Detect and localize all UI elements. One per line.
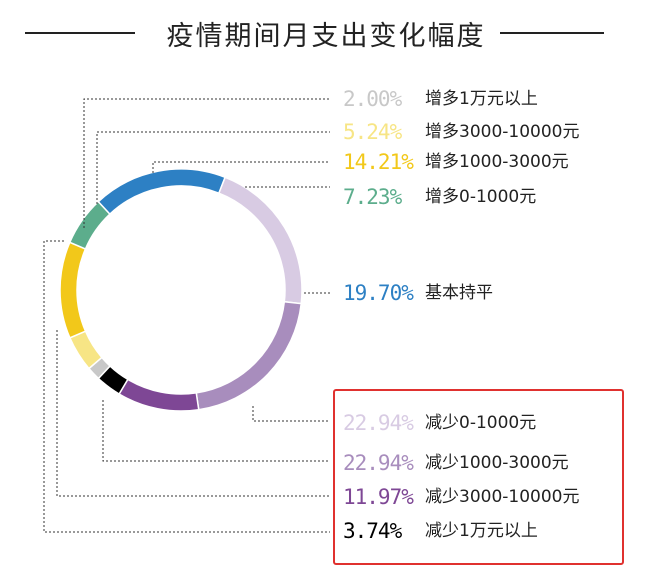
leader-line-6 [102, 400, 330, 462]
chart-title: 疫情期间月支出变化幅度 [0, 10, 652, 52]
chart-title-text: 疫情期间月支出变化幅度 [166, 21, 486, 52]
decrease-highlight-box [333, 389, 624, 565]
slice-value-label-8: 3.74% [343, 519, 402, 543]
slice-value-label-7: 11.97% [343, 485, 414, 509]
slice-value-label-3: 7.23% [343, 185, 402, 209]
slice-category-label-2: 增多1000-3000元 [425, 152, 569, 172]
title-rule-left [25, 32, 135, 34]
leader-line-0 [83, 98, 330, 228]
leader-line-5 [252, 406, 330, 422]
slice-category-label-8: 减少1万元以上 [425, 521, 538, 541]
donut-slice-7 [118, 378, 200, 412]
slice-category-label-3: 增多0-1000元 [425, 187, 537, 207]
donut-slice-6 [195, 300, 303, 411]
slice-category-label-1: 增多3000-10000元 [425, 122, 580, 142]
slice-category-label-0: 增多1万元以上 [425, 89, 538, 109]
slice-value-label-4: 19.70% [343, 281, 414, 305]
slice-category-label-6: 减少1000-3000元 [425, 453, 569, 473]
donut-slice-3 [68, 200, 111, 250]
leader-line-2 [152, 161, 330, 173]
leader-line-1 [96, 131, 330, 204]
slice-value-label-6: 22.94% [343, 451, 414, 475]
donut-slice-8 [97, 365, 129, 396]
slice-value-label-5: 22.94% [343, 411, 414, 435]
title-rule-right [500, 32, 604, 34]
slice-value-label-0: 2.00% [343, 87, 402, 111]
leader-line-7 [56, 330, 330, 497]
slice-value-label-2: 14.21% [343, 150, 414, 174]
slice-category-label-7: 减少3000-10000元 [425, 487, 580, 507]
donut-slice-2 [59, 241, 87, 339]
donut-slice-5 [217, 176, 303, 305]
leader-line-8 [43, 240, 330, 533]
donut-slice-4 [97, 168, 227, 216]
slice-value-label-1: 5.24% [343, 120, 402, 144]
slice-category-label-5: 减少0-1000元 [425, 413, 537, 433]
slice-category-label-4: 基本持平 [425, 283, 493, 303]
